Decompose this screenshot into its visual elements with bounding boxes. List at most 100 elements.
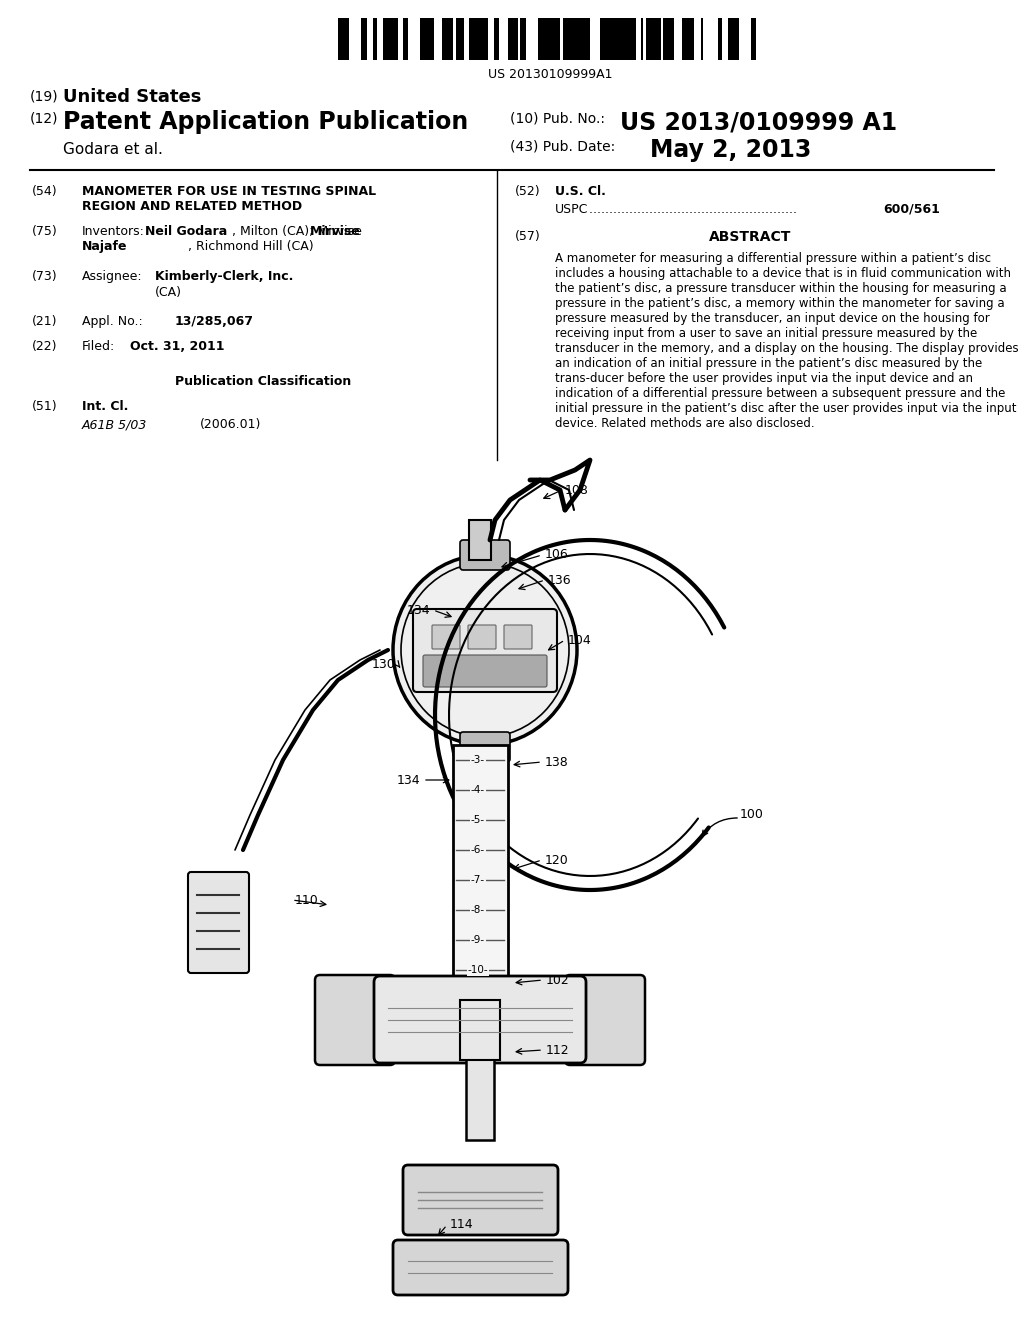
Bar	[422, 18, 428, 59]
Bar	[550, 18, 553, 59]
Bar	[566, 18, 572, 59]
Text: 13/285,067: 13/285,067	[175, 315, 254, 327]
Bar	[651, 18, 653, 59]
Text: MANOMETER FOR USE IN TESTING SPINAL: MANOMETER FOR USE IN TESTING SPINAL	[82, 185, 376, 198]
Bar	[512, 18, 518, 59]
Bar	[625, 18, 628, 59]
Bar	[682, 18, 688, 59]
Text: Mirvise: Mirvise	[310, 224, 360, 238]
Bar	[453, 744, 508, 1001]
Bar	[641, 18, 643, 59]
Text: 100: 100	[740, 808, 764, 821]
Text: United States: United States	[63, 88, 202, 106]
Text: -10-: -10-	[468, 965, 488, 975]
Text: 110: 110	[295, 894, 318, 907]
Bar	[469, 18, 471, 59]
Bar	[383, 18, 385, 59]
Bar	[718, 18, 722, 59]
Text: Filed:: Filed:	[82, 341, 116, 352]
Text: 138: 138	[545, 755, 568, 768]
Text: -6-: -6-	[471, 845, 485, 855]
Text: (52): (52)	[515, 185, 541, 198]
Bar	[538, 18, 540, 59]
FancyBboxPatch shape	[432, 624, 460, 649]
Text: A61B 5/03: A61B 5/03	[82, 418, 147, 432]
FancyBboxPatch shape	[374, 975, 586, 1063]
Text: -7-: -7-	[471, 875, 485, 884]
Ellipse shape	[393, 554, 577, 744]
FancyBboxPatch shape	[315, 975, 395, 1065]
Text: Najafe: Najafe	[82, 240, 128, 253]
Bar	[657, 18, 662, 59]
Bar	[653, 18, 657, 59]
Bar	[456, 18, 460, 59]
Bar	[632, 18, 636, 59]
Text: Kimberly-Clerk, Inc.: Kimberly-Clerk, Inc.	[155, 271, 293, 282]
Text: 134: 134	[407, 603, 430, 616]
Text: 102: 102	[546, 974, 569, 986]
Text: (22): (22)	[32, 341, 57, 352]
Bar	[737, 18, 739, 59]
Text: -8-: -8-	[471, 906, 485, 915]
Text: 114: 114	[450, 1218, 474, 1232]
FancyBboxPatch shape	[565, 975, 645, 1065]
Text: 104: 104	[568, 634, 592, 647]
Text: May 2, 2013: May 2, 2013	[650, 139, 811, 162]
Text: U.S. Cl.: U.S. Cl.	[555, 185, 606, 198]
FancyBboxPatch shape	[504, 624, 532, 649]
Text: (43) Pub. Date:: (43) Pub. Date:	[510, 140, 615, 154]
Text: (2006.01): (2006.01)	[200, 418, 261, 432]
FancyBboxPatch shape	[423, 655, 547, 686]
Text: -3-: -3-	[471, 755, 485, 766]
FancyBboxPatch shape	[393, 1239, 568, 1295]
Bar	[557, 18, 560, 59]
Bar	[587, 18, 590, 59]
Text: 136: 136	[548, 573, 571, 586]
Bar	[605, 18, 611, 59]
Text: (51): (51)	[32, 400, 57, 413]
Text: A manometer for measuring a differential pressure within a patient’s disc includ: A manometer for measuring a differential…	[555, 252, 1019, 430]
Text: REGION AND RELATED METHOD: REGION AND RELATED METHOD	[82, 201, 302, 213]
Bar	[563, 18, 566, 59]
Text: (19): (19)	[30, 90, 58, 104]
Text: (75): (75)	[32, 224, 57, 238]
Bar	[469, 520, 490, 560]
Bar	[663, 18, 669, 59]
Text: -9-: -9-	[471, 935, 485, 945]
Bar	[575, 18, 577, 59]
Text: , Milton (CA); Mirvise: , Milton (CA); Mirvise	[232, 224, 361, 238]
Bar	[494, 18, 499, 59]
Bar	[544, 18, 546, 59]
Bar	[442, 18, 449, 59]
Bar	[344, 18, 349, 59]
Bar	[553, 18, 557, 59]
Text: 108: 108	[565, 483, 589, 496]
Text: (54): (54)	[32, 185, 57, 198]
Bar	[540, 18, 544, 59]
Text: 134: 134	[396, 774, 420, 787]
FancyBboxPatch shape	[413, 609, 557, 692]
Text: (CA): (CA)	[155, 286, 182, 300]
Bar	[646, 18, 651, 59]
Text: 112: 112	[546, 1044, 569, 1056]
Text: (12): (12)	[30, 112, 58, 125]
Bar	[618, 18, 625, 59]
Text: 600/561: 600/561	[883, 203, 940, 216]
Text: 120: 120	[545, 854, 568, 866]
Bar	[338, 18, 344, 59]
Text: , Richmond Hill (CA): , Richmond Hill (CA)	[188, 240, 313, 253]
Text: Neil Godara: Neil Godara	[145, 224, 227, 238]
Text: US 2013/0109999 A1: US 2013/0109999 A1	[620, 110, 897, 135]
Bar	[508, 18, 512, 59]
Text: ....................................................: ........................................…	[585, 203, 797, 216]
Bar	[520, 18, 526, 59]
Bar	[728, 18, 732, 59]
FancyBboxPatch shape	[460, 540, 510, 570]
Bar	[466, 1059, 494, 1140]
Text: Publication Classification: Publication Classification	[175, 375, 351, 388]
Text: Godara et al.: Godara et al.	[63, 143, 163, 157]
Bar	[420, 18, 422, 59]
Bar	[688, 18, 694, 59]
FancyBboxPatch shape	[460, 733, 510, 762]
Text: (10) Pub. No.:: (10) Pub. No.:	[510, 112, 605, 125]
